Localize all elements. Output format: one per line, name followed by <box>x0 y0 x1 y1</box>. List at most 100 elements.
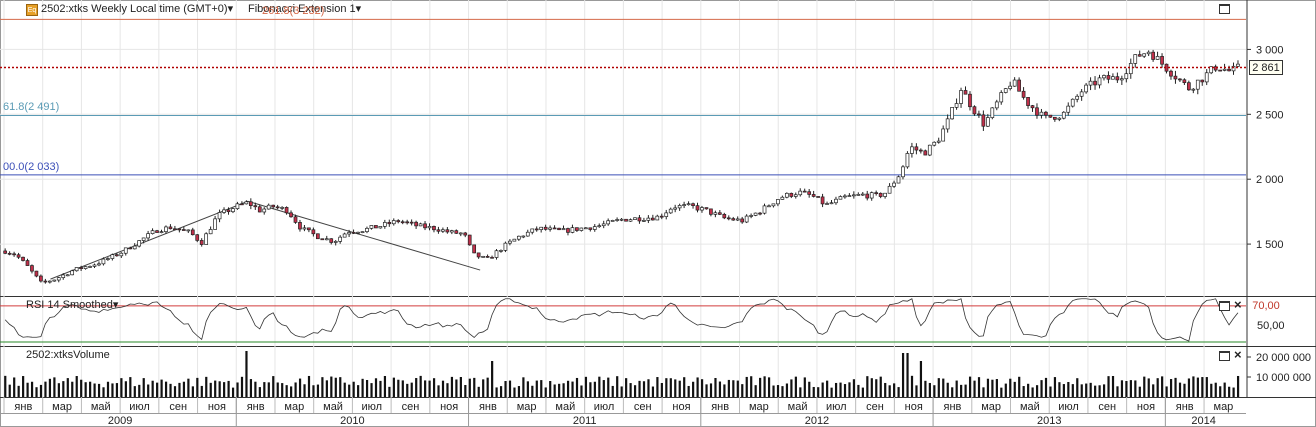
month-tick-label: май <box>555 401 575 413</box>
volume-bar <box>1071 384 1074 397</box>
volume-bar <box>866 376 869 397</box>
candle-body <box>860 193 865 196</box>
candle-body <box>516 235 521 240</box>
candle-body <box>664 212 669 217</box>
month-tick-label: июл <box>1058 401 1079 413</box>
volume-bar <box>620 386 623 397</box>
candle-body <box>1061 111 1066 119</box>
candle-body <box>30 265 34 272</box>
chevron-down-icon[interactable]: ▾ <box>227 3 234 15</box>
volume-bar <box>39 384 43 397</box>
volume-bar <box>687 385 690 397</box>
volume-bar <box>191 386 194 397</box>
volume-bar <box>839 382 842 397</box>
volume-bar <box>964 384 967 397</box>
candle-body <box>566 228 570 233</box>
candle-body <box>1124 73 1129 80</box>
volume-bar <box>531 385 534 397</box>
volume-bar <box>1009 378 1012 397</box>
month-tick-label: ноя <box>905 401 923 413</box>
month-tick-label: мар <box>284 401 304 413</box>
study-selector[interactable]: Fibonacci Extension 1▾ <box>248 3 361 16</box>
candle-body <box>1084 84 1088 93</box>
volume-bar <box>120 378 123 397</box>
maximize-main-pane-icon[interactable] <box>1219 4 1230 14</box>
volume-bar <box>1165 386 1168 397</box>
volume-bar <box>254 381 257 397</box>
candle-body <box>39 275 43 282</box>
volume-bar <box>1035 385 1039 397</box>
volume-bar <box>553 384 556 397</box>
volume-bar <box>830 387 833 397</box>
volume-bar <box>910 375 914 397</box>
candle-body <box>575 227 579 231</box>
candle-body <box>1088 80 1093 86</box>
volume-bar <box>745 376 748 397</box>
volume-bar <box>549 381 552 397</box>
volume-bar <box>361 378 364 397</box>
volume-bar <box>1089 382 1092 397</box>
volume-bar <box>884 382 887 397</box>
candle-body <box>843 195 847 198</box>
candle-body <box>628 219 633 222</box>
volume-bar <box>535 380 538 397</box>
month-tick-label: июл <box>129 401 150 413</box>
candle-body <box>1155 56 1160 60</box>
candle-body <box>717 212 722 215</box>
volume-bar <box>316 384 320 397</box>
chevron-down-icon[interactable]: ▾ <box>355 3 362 15</box>
candle-body <box>709 208 713 215</box>
chevron-down-icon[interactable]: ▾ <box>112 299 119 311</box>
rsi-level-tag: 70,00 <box>1249 298 1283 313</box>
volume-bar <box>80 379 83 397</box>
candle-body <box>293 216 298 223</box>
candle-body <box>825 203 829 205</box>
volume-bar <box>272 376 275 397</box>
candle-body <box>262 208 267 213</box>
month-tick-label: мар <box>749 401 769 413</box>
maximize-volume-pane-icon[interactable] <box>1219 351 1230 361</box>
candle-body <box>52 279 57 282</box>
candle-body <box>235 203 240 210</box>
candle-body <box>472 244 477 254</box>
volume-bar <box>473 377 476 397</box>
equity-icon[interactable]: Eq <box>26 4 38 16</box>
volume-bar <box>799 387 802 397</box>
candle-body <box>1030 105 1035 109</box>
candle-body <box>1026 97 1030 106</box>
volume-bar <box>8 384 11 397</box>
candle-body <box>668 208 673 214</box>
candle-body <box>1160 56 1164 65</box>
chart-title[interactable]: 2502:xtks Weekly Local time (GMT+0)▾ <box>41 3 233 16</box>
volume-bar <box>1058 382 1061 397</box>
close-volume-pane-icon[interactable]: × <box>1234 347 1242 362</box>
close-rsi-pane-icon[interactable]: × <box>1234 297 1242 312</box>
volume-bar <box>1107 376 1110 397</box>
volume-bar <box>218 381 221 397</box>
candle-body <box>427 225 432 229</box>
volume-bar <box>1027 383 1030 397</box>
volume-bar <box>450 376 454 397</box>
volume-bar <box>977 377 981 397</box>
month-tick-label: сен <box>634 401 652 413</box>
candle-body <box>869 192 874 199</box>
volume-bar <box>843 384 847 397</box>
volume-bar <box>562 383 565 397</box>
candle-body <box>7 252 12 255</box>
candle-body <box>1178 78 1182 81</box>
month-tick-label: июл <box>361 401 382 413</box>
volume-bar <box>1000 387 1003 397</box>
rsi-title[interactable]: RSI 14 Smoothed▾ <box>26 299 118 312</box>
candle-body <box>494 250 499 258</box>
candle-body <box>61 274 66 278</box>
volume-bar <box>861 387 864 397</box>
candle-body <box>65 274 70 277</box>
candle-body <box>405 221 410 224</box>
volume-bar <box>383 375 387 397</box>
candle-body <box>43 280 48 283</box>
volume-bar <box>1147 378 1150 397</box>
volume-bar <box>495 387 498 397</box>
maximize-rsi-pane-icon[interactable] <box>1219 301 1230 311</box>
candle-body <box>530 228 535 233</box>
volume-bar <box>1174 377 1177 397</box>
